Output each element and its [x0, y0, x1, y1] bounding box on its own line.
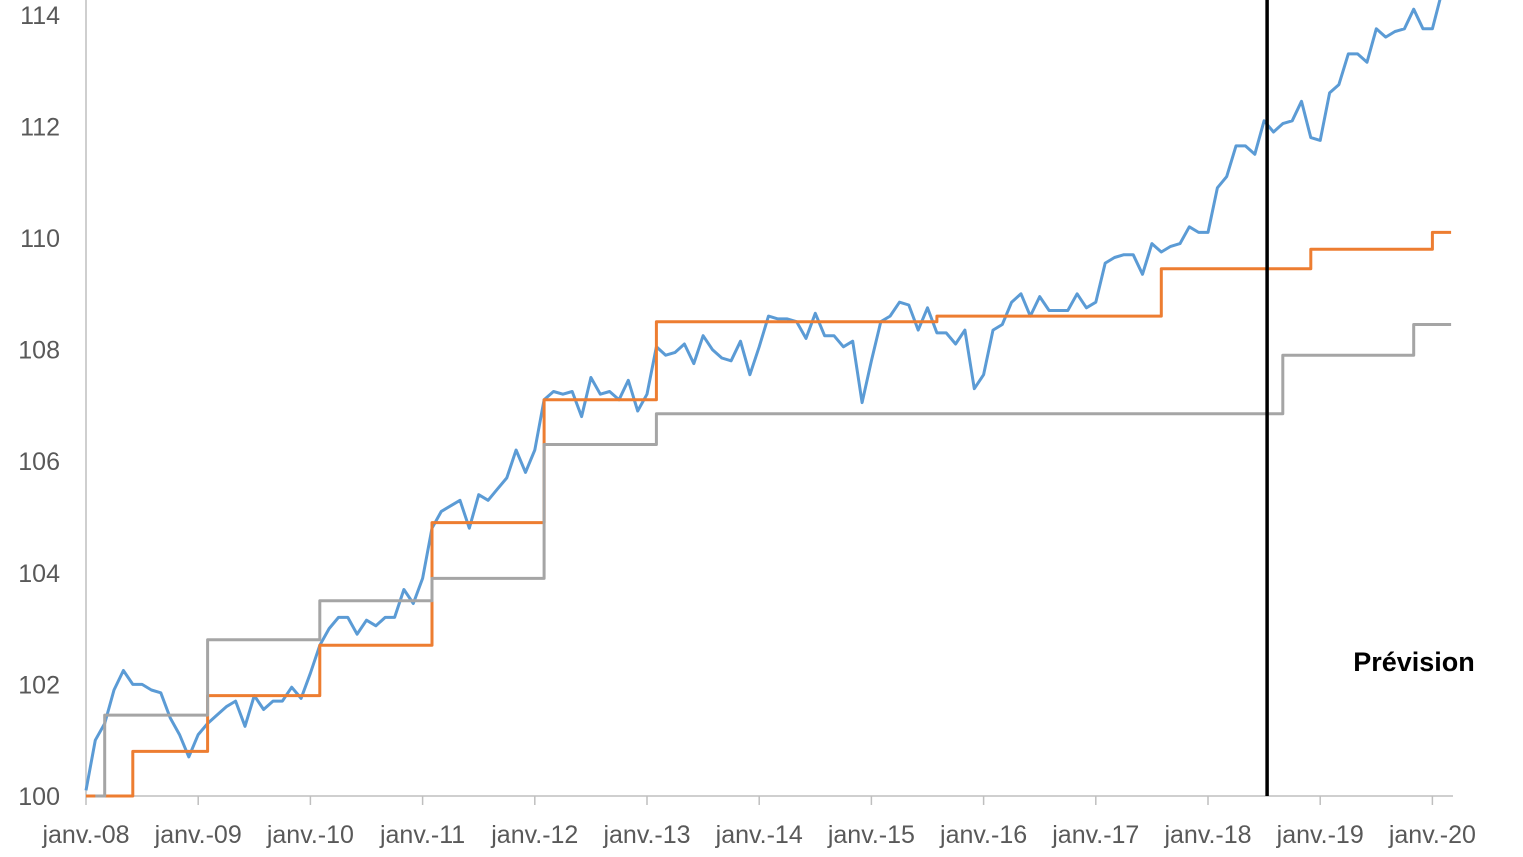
y-tick-label: 108: [18, 337, 60, 365]
x-axis-ticks: janv.-08 janv.-09 janv.-10 janv.-11 janv.-12…: [41, 796, 1476, 849]
series-line: [86, 230, 1452, 798]
y-axis-tick-labels: 100 102 104 106 108 110 112 114: [18, 2, 60, 811]
y-tick-label: 102: [18, 671, 60, 699]
y-tick-label: 114: [20, 2, 60, 30]
x-tick-label: janv.-09: [154, 821, 242, 849]
x-tick-label: janv.-16: [939, 821, 1027, 849]
x-tick-label: janv.-10: [266, 821, 354, 849]
y-tick-label: 112: [20, 113, 60, 141]
x-tick-label: janv.-14: [715, 821, 803, 849]
y-tick-label: 104: [18, 560, 60, 588]
x-tick-label: janv.-12: [490, 821, 578, 849]
x-tick-label: janv.-15: [827, 821, 915, 849]
x-tick-label: janv.-17: [1051, 821, 1139, 849]
x-tick-label: janv.-18: [1163, 821, 1251, 849]
series-layer: [84, 0, 1452, 798]
series-line: [84, 0, 1442, 791]
x-tick-label: janv.-20: [1388, 821, 1476, 849]
forecast-label: Prévision: [1353, 647, 1475, 677]
x-tick-label: janv.-13: [602, 821, 690, 849]
y-tick-label: 110: [20, 225, 60, 253]
y-tick-label: 100: [18, 783, 60, 811]
x-tick-label: janv.-08: [41, 821, 129, 849]
x-tick-label: janv.-19: [1276, 821, 1364, 849]
x-tick-label: janv.-11: [379, 821, 465, 849]
y-tick-label: 106: [18, 448, 60, 476]
series-line: [95, 323, 1452, 798]
